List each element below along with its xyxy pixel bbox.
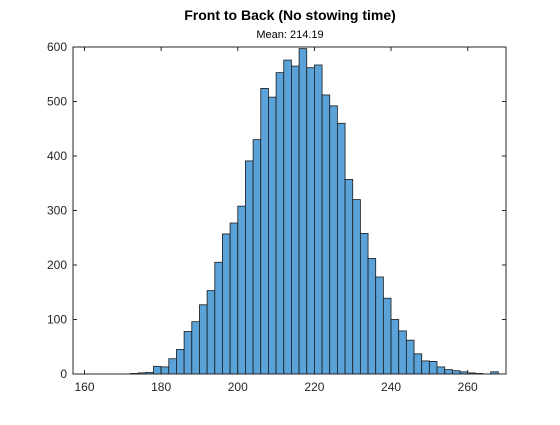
histogram-bar-31: [367, 258, 377, 375]
histogram-bar-26: [329, 105, 338, 375]
histogram-bar-24: [314, 64, 323, 375]
histogram-bar-7: [183, 331, 193, 375]
x-tick-label-5: 260: [458, 380, 478, 394]
histogram-bar-5: [168, 358, 177, 375]
histogram-bar-3: [153, 365, 162, 375]
histogram-bar-25: [321, 94, 331, 375]
y-tick-label-0: 0: [60, 367, 67, 381]
x-tick-label-2: 200: [228, 380, 248, 394]
x-tick-label-1: 180: [151, 380, 171, 394]
histogram-bar-15: [245, 160, 254, 375]
histogram-bar-23: [306, 67, 315, 375]
y-tick-label-3: 300: [47, 204, 67, 218]
histogram-bar-16: [252, 139, 262, 375]
histogram-bar-14: [237, 205, 246, 375]
histogram-bar-4: [160, 366, 170, 375]
histogram-bar-27: [336, 122, 346, 375]
histogram-bar-17: [260, 88, 269, 375]
histogram-bar-21: [291, 65, 300, 375]
histogram-bar-22: [298, 48, 308, 375]
y-tick-label-6: 600: [47, 40, 67, 54]
histogram-bar-10: [206, 290, 216, 375]
chart-title: Front to Back (No stowing time): [184, 7, 396, 23]
histogram-bar-20: [283, 59, 292, 375]
histogram-bar-38: [421, 360, 430, 375]
x-tick-label-3: 220: [304, 380, 324, 394]
histogram-bar-37: [413, 353, 423, 375]
histogram-bar-30: [359, 232, 369, 375]
histogram-bar-36: [405, 339, 415, 375]
histogram-bar-8: [191, 321, 200, 375]
histogram-bar-18: [268, 96, 277, 375]
chart-subtitle: Mean: 214.19: [256, 29, 323, 41]
histogram-bar-9: [199, 304, 208, 375]
x-tick-label-4: 240: [381, 380, 401, 394]
histogram-bar-40: [436, 366, 446, 375]
x-tick-label-0: 160: [74, 380, 94, 394]
ticks-group: 160 180 200 220 240 260 0 100 200 300 400 500 600: [47, 40, 506, 394]
histogram-bar-35: [398, 330, 407, 375]
y-tick-label-5: 500: [47, 95, 67, 109]
histogram-bar-12: [222, 233, 231, 375]
y-tick-label-4: 400: [47, 149, 67, 163]
axes-box: [72, 46, 507, 375]
histogram-bar-32: [375, 276, 384, 375]
histogram-bar-29: [352, 199, 361, 375]
histogram-bar-39: [428, 361, 438, 375]
y-tick-label-1: 100: [47, 313, 67, 327]
histogram-bar-41: [444, 369, 453, 375]
histogram-bar-28: [344, 179, 354, 375]
histogram-bar-19: [275, 72, 285, 375]
histogram-bar-33: [382, 297, 392, 375]
histogram-bar-6: [176, 349, 185, 375]
histogram-bar-11: [214, 261, 223, 375]
y-tick-label-2: 200: [47, 258, 67, 272]
histogram-bar-13: [229, 222, 239, 375]
histogram-bar-34: [390, 319, 400, 375]
